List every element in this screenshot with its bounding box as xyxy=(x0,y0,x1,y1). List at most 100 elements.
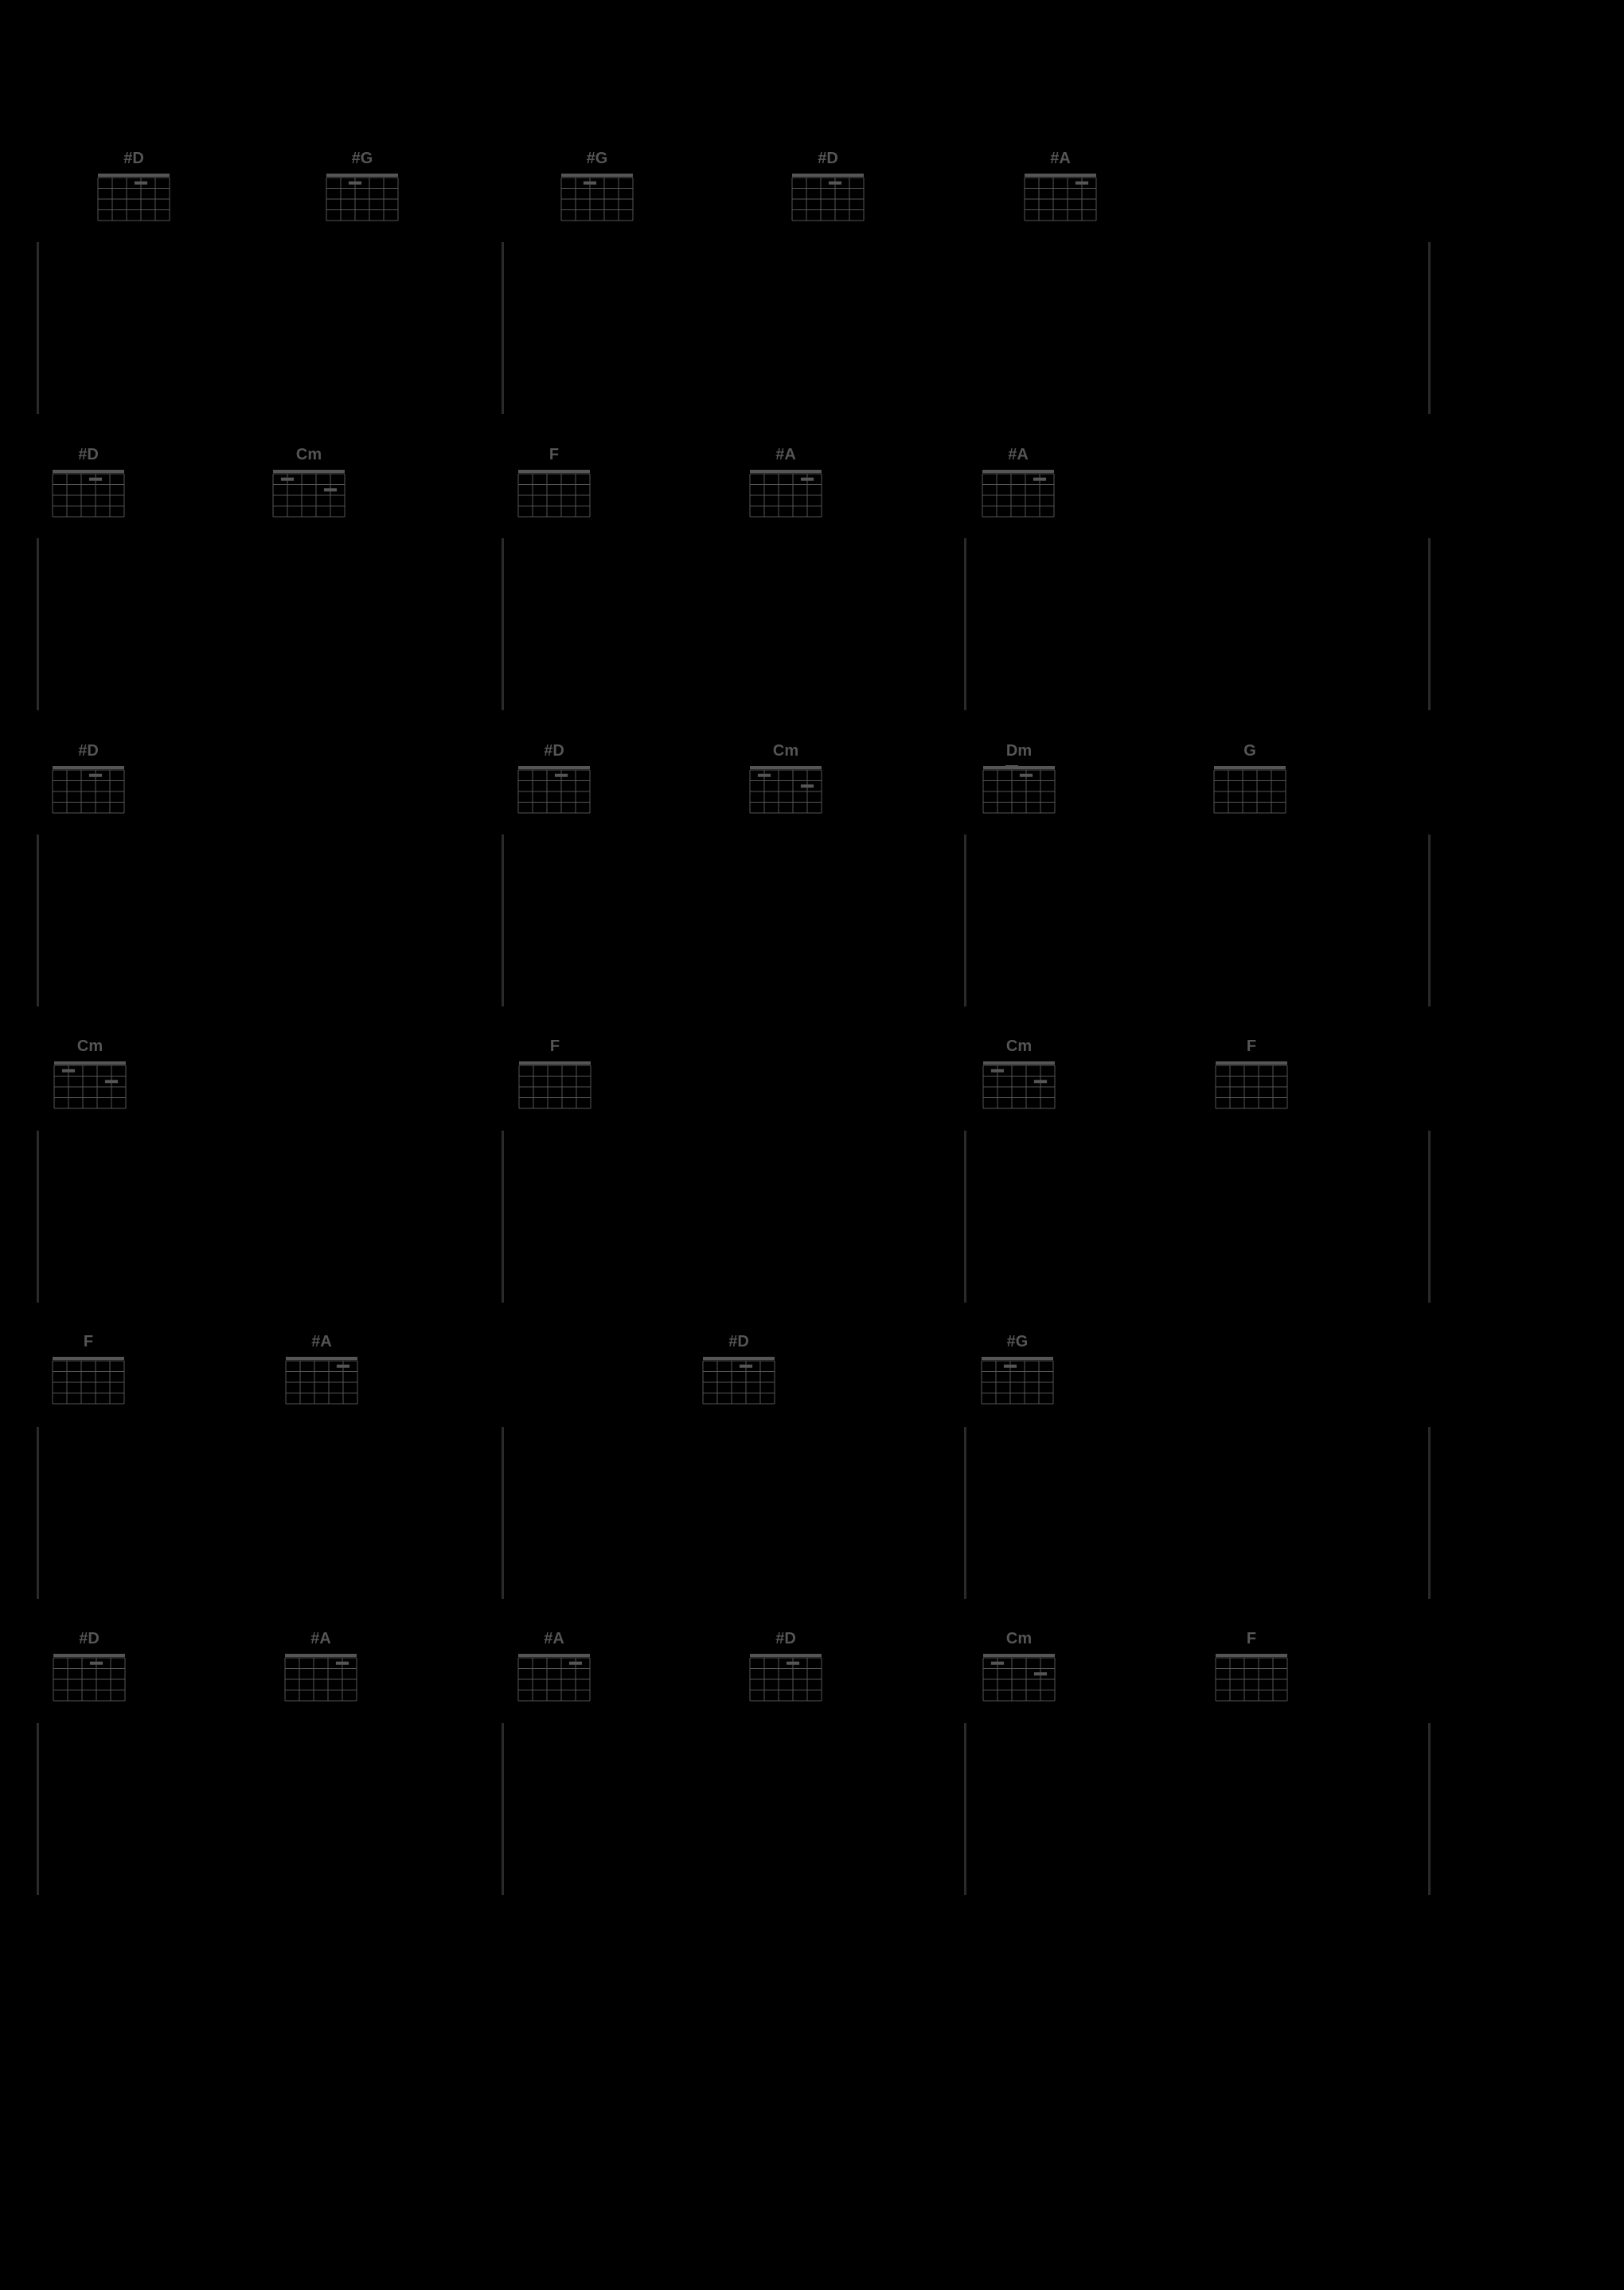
chord-diagram xyxy=(270,469,348,518)
chord-label: #G xyxy=(352,150,373,168)
barline xyxy=(37,242,39,414)
chord: F xyxy=(516,1038,594,1110)
chord-label: Cm xyxy=(296,446,322,464)
barline xyxy=(502,242,504,414)
barline xyxy=(1428,242,1431,414)
chord: Cm xyxy=(980,1038,1058,1110)
chord-diagram xyxy=(1212,1653,1290,1702)
chord: F xyxy=(1212,1038,1290,1110)
chord: #D xyxy=(700,1333,778,1405)
chord-diagram xyxy=(980,1653,1058,1702)
chord-diagram xyxy=(516,1061,594,1110)
barline xyxy=(964,1723,966,1895)
chord: #G xyxy=(558,150,636,222)
chord-label: F xyxy=(1247,1038,1256,1056)
chord-label: Cm xyxy=(1006,1630,1032,1648)
barline xyxy=(502,538,504,710)
chord-chart-page: #D #G #G #D #A #D Cm F #A #A #D #D Cm Dm G Cm F Cm F F #A #D #… xyxy=(0,0,1624,2290)
chord-diagram xyxy=(95,173,173,222)
chord-label: #A xyxy=(1050,150,1071,168)
chord-label: Dm xyxy=(1006,742,1032,760)
chord: #A xyxy=(1021,150,1099,222)
chord-label: F xyxy=(1247,1630,1256,1648)
barline xyxy=(964,1131,966,1303)
chord-diagram xyxy=(49,1356,127,1405)
chord: #D xyxy=(515,742,593,815)
chord-diagram xyxy=(51,1061,129,1110)
chord: F xyxy=(1212,1630,1290,1702)
chord: #D xyxy=(49,742,127,815)
chord-diagram xyxy=(49,765,127,815)
barline xyxy=(502,1131,504,1303)
chord: #A xyxy=(515,1630,593,1702)
chord: #A xyxy=(979,446,1057,518)
chord-label: #A xyxy=(1008,446,1029,464)
barline xyxy=(964,538,966,710)
chord: #A xyxy=(282,1630,360,1702)
chord-label: Cm xyxy=(1006,1038,1032,1056)
chord-label: F xyxy=(549,446,559,464)
chord-label: #D xyxy=(123,150,144,168)
barline xyxy=(37,1427,39,1599)
chord-label: #D xyxy=(544,742,564,760)
chord-label: #D xyxy=(79,1630,100,1648)
chord-label: #D xyxy=(818,150,838,168)
chord: #A xyxy=(747,446,825,518)
barline xyxy=(37,1723,39,1895)
chord-diagram xyxy=(1212,1061,1290,1110)
chord: Cm xyxy=(980,1630,1058,1702)
chord-label: Cm xyxy=(773,742,798,760)
chord: Cm xyxy=(747,742,825,815)
chord: G xyxy=(1211,742,1289,815)
chord-label: Cm xyxy=(77,1038,103,1056)
chord: #D xyxy=(95,150,173,222)
chord: #D xyxy=(747,1630,825,1702)
chord-label: #D xyxy=(775,1630,796,1648)
chord-label: #A xyxy=(544,1630,564,1648)
chord-label: F xyxy=(550,1038,560,1056)
barline xyxy=(1428,1427,1431,1599)
chord-diagram xyxy=(1021,173,1099,222)
barline xyxy=(964,834,966,1006)
barline xyxy=(1428,538,1431,710)
chord-diagram xyxy=(747,1653,825,1702)
chord-label: #G xyxy=(587,150,608,168)
chord-label: G xyxy=(1243,742,1256,760)
barline xyxy=(1428,834,1431,1006)
chord: Dm xyxy=(980,742,1058,815)
barline xyxy=(502,1427,504,1599)
chord-diagram xyxy=(980,765,1058,815)
chord-diagram xyxy=(747,469,825,518)
chord: Cm xyxy=(51,1038,129,1110)
chord-diagram xyxy=(558,173,636,222)
chord-diagram xyxy=(978,1356,1056,1405)
chord-label: #A xyxy=(310,1630,331,1648)
chord-diagram xyxy=(49,469,127,518)
chord-diagram xyxy=(789,173,867,222)
chord-diagram xyxy=(1211,765,1289,815)
chord-diagram xyxy=(747,765,825,815)
chord: #G xyxy=(978,1333,1056,1405)
barline xyxy=(37,1131,39,1303)
chord: #D xyxy=(50,1630,128,1702)
chord-diagram xyxy=(700,1356,778,1405)
barline xyxy=(37,834,39,1006)
chord: #A xyxy=(283,1333,361,1405)
chord: #D xyxy=(789,150,867,222)
chord-label: #A xyxy=(775,446,796,464)
chord-diagram xyxy=(979,469,1057,518)
chord-diagram xyxy=(515,469,593,518)
chord-diagram xyxy=(282,1653,360,1702)
chord-diagram xyxy=(515,1653,593,1702)
chord: #G xyxy=(323,150,401,222)
chord-label: #D xyxy=(728,1333,749,1351)
barline xyxy=(1428,1723,1431,1895)
chord-label: #G xyxy=(1007,1333,1029,1351)
chord-diagram xyxy=(980,1061,1058,1110)
chord-diagram xyxy=(323,173,401,222)
chord: Cm xyxy=(270,446,348,518)
chord: F xyxy=(49,1333,127,1405)
chord-label: #A xyxy=(311,1333,332,1351)
chord-label: F xyxy=(84,1333,93,1351)
chord-diagram xyxy=(515,765,593,815)
